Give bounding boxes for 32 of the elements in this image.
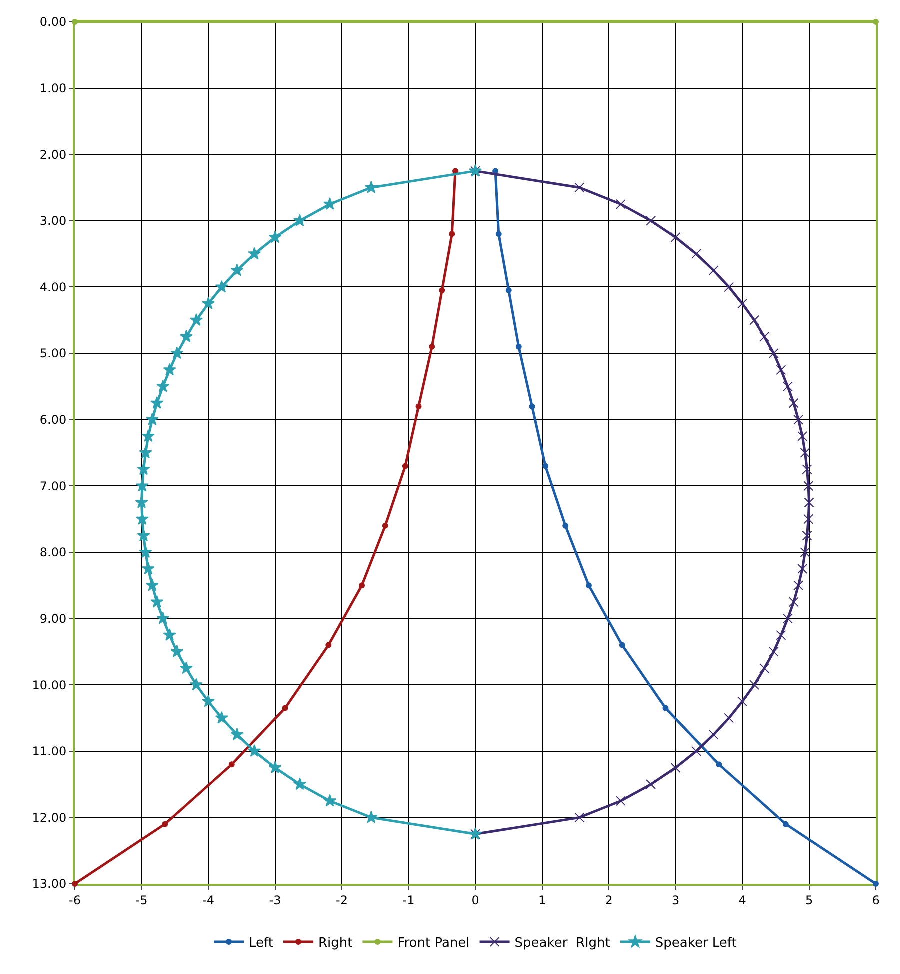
x-tick-label: -3 bbox=[269, 893, 282, 908]
x-tick-label: 3 bbox=[672, 893, 680, 908]
legend-label: Speaker RIght bbox=[514, 936, 610, 952]
y-tick-label: 10.00 bbox=[32, 678, 67, 692]
y-tick-label: 4.00 bbox=[40, 280, 67, 294]
legend-label: Front Panel bbox=[398, 936, 470, 952]
y-tick-label: 5.00 bbox=[40, 346, 67, 361]
legend-label: Speaker Left bbox=[655, 936, 737, 952]
y-tick-label: 12.00 bbox=[32, 810, 67, 825]
x-tick-label: -5 bbox=[136, 893, 148, 908]
x-tick-label: 5 bbox=[805, 893, 814, 908]
y-tick-label: 6.00 bbox=[40, 413, 67, 428]
x-tick-label: -6 bbox=[69, 893, 81, 908]
x-tick-label: -1 bbox=[402, 893, 415, 908]
y-tick-label: 13.00 bbox=[32, 877, 67, 892]
legend-label: Right bbox=[318, 936, 353, 952]
y-tick-label: 3.00 bbox=[40, 214, 67, 228]
x-tick-label: 1 bbox=[538, 893, 546, 908]
y-tick-label: 2.00 bbox=[40, 148, 67, 162]
x-tick-label: 6 bbox=[872, 893, 880, 908]
y-tick-label: 11.00 bbox=[32, 744, 67, 759]
x-tick-label: -4 bbox=[202, 893, 214, 908]
y-tick-label: 8.00 bbox=[40, 546, 67, 560]
x-tick-label: -2 bbox=[336, 893, 348, 908]
x-tick-label: 0 bbox=[472, 893, 480, 908]
y-tick-label: 7.00 bbox=[40, 479, 67, 494]
legend-label: Left bbox=[249, 936, 274, 952]
x-tick-label: 4 bbox=[738, 893, 746, 908]
y-tick-label: 1.00 bbox=[40, 82, 67, 96]
y-tick-label: 9.00 bbox=[40, 612, 67, 626]
y-tick-label: 0.00 bbox=[40, 15, 67, 30]
x-tick-label: 2 bbox=[605, 893, 613, 908]
